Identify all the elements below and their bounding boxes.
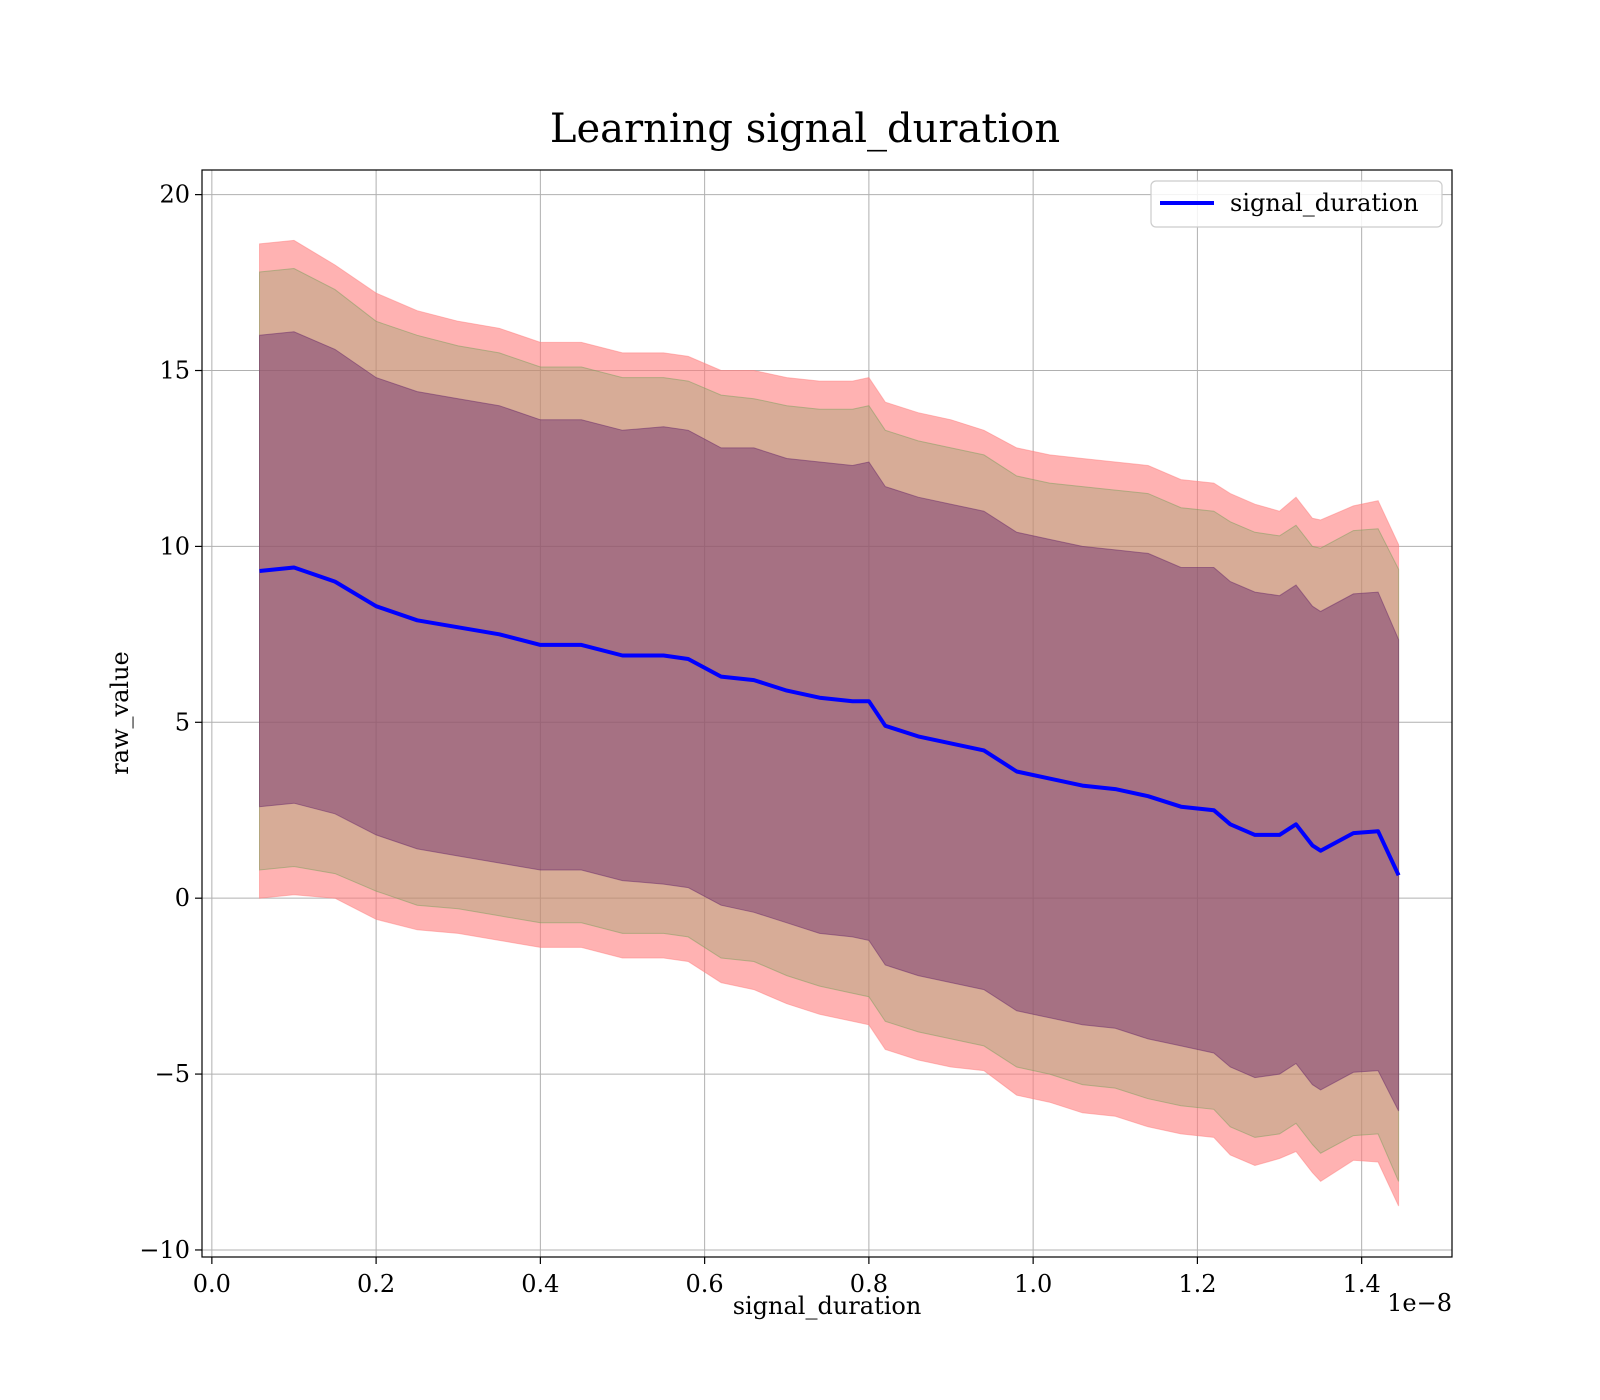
x-tick-label: 0.2 [357,1270,395,1298]
legend: signal_duration [1150,180,1443,228]
axis-ticks: 0.0 0.2 0.4 0.6 0.8 1.0 1.2 1.4 −10 −5 0 5 10 15 20 [139,181,1380,1298]
y-tick-label: 0 [175,884,190,912]
x-tick-label: 0.0 [193,1270,231,1298]
y-tick-label: 10 [159,532,190,560]
legend-label: signal_duration [1230,189,1419,217]
y-tick-label: 20 [159,181,190,209]
y-tick-label: 15 [159,357,190,385]
y-tick-label: −10 [139,1236,190,1264]
x-tick-label: 0.6 [686,1270,724,1298]
x-tick-label: 1.4 [1343,1270,1381,1298]
chart-title: Learning signal_duration [550,106,1060,152]
confidence-bands [259,239,1400,1207]
x-axis-label: signal_duration [733,1292,922,1320]
x-scale-label: 1e−8 [1387,1289,1452,1317]
x-tick-label: 1.0 [1014,1270,1052,1298]
y-axis-label: raw_value [106,651,134,775]
x-tick-label: 0.4 [521,1270,559,1298]
series-lines [259,565,1401,877]
x-tick-label: 1.2 [1178,1270,1216,1298]
band-outer [259,239,1400,1207]
y-tick-label: 5 [175,708,190,736]
y-tick-label: −5 [155,1060,190,1088]
band-inner [259,331,1400,1112]
legend-box [1150,180,1443,228]
plot-frame [201,169,1453,1258]
series-line [259,565,1401,877]
band-middle [259,267,1400,1182]
x-tick-label: 0.8 [850,1270,888,1298]
